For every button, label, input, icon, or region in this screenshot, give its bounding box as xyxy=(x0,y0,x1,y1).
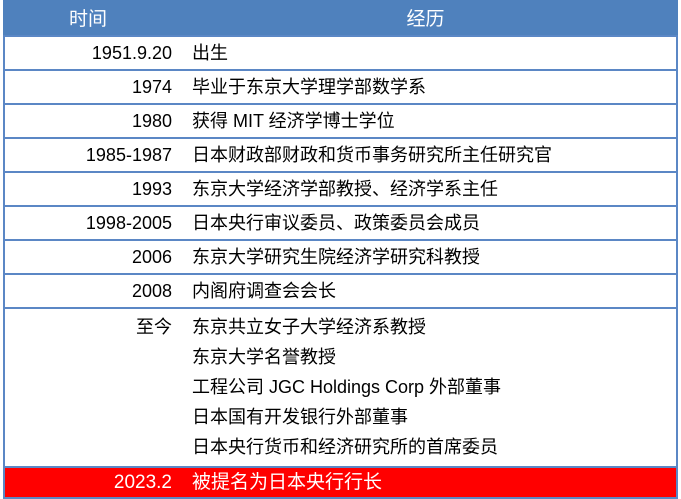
experience-cell: 被提名为日本央行行长 xyxy=(172,469,676,496)
experience-cell: 内阁府调查会会长 xyxy=(172,276,676,306)
experience-cell: 东京共立女子大学经济系教授 东京大学名誉教授 工程公司 JGC Holdings… xyxy=(172,312,676,462)
time-cell: 1993 xyxy=(131,179,172,199)
table-row-1974: 1974 毕业于东京大学理学部数学系 xyxy=(5,69,676,103)
table-row-birth: 1951.9.20 出生 xyxy=(5,35,676,69)
time-cell: 1985-1987 xyxy=(85,145,172,165)
table-row-2008: 2008 内阁府调查会会长 xyxy=(5,273,676,307)
time-cell: 2023.2 xyxy=(113,472,172,493)
time-cell: 1998-2005 xyxy=(85,213,172,233)
experience-line: 内阁府调查会会长 xyxy=(192,281,336,301)
table-row-1980: 1980 获得 MIT 经济学博士学位 xyxy=(5,103,676,137)
experience-cell: 日本财政部财政和货币事务研究所主任研究官 xyxy=(172,140,676,170)
table-row-1998-2005: 1998-2005 日本央行审议委员、政策委员会成员 xyxy=(5,205,676,239)
resume-timeline-table: 时间 经历 1951.9.20 出生 1974 毕业于东京大学理学部数学系 19… xyxy=(3,0,678,499)
experience-line: 东京共立女子大学经济系教授 xyxy=(192,317,426,337)
header-experience-label: 经历 xyxy=(406,9,445,30)
table-header-row: 时间 经历 xyxy=(3,0,678,35)
table-row-2006: 2006 东京大学研究生院经济学研究科教授 xyxy=(5,239,676,273)
experience-line: 日本国有开发银行外部董事 xyxy=(192,407,408,427)
time-cell: 1974 xyxy=(131,77,172,97)
experience-line: 日本央行审议委员、政策委员会成员 xyxy=(192,213,480,233)
experience-cell: 东京大学经济学部教授、经济学系主任 xyxy=(172,174,676,204)
table-row-present: 至今 东京共立女子大学经济系教授 东京大学名誉教授 工程公司 JGC Holdi… xyxy=(5,307,676,466)
experience-cell: 出生 xyxy=(172,38,676,68)
table-row-1985-1987: 1985-1987 日本财政部财政和货币事务研究所主任研究官 xyxy=(5,137,676,171)
experience-line: 日本央行货币和经济研究所的首席委员 xyxy=(192,437,498,457)
experience-cell: 日本央行审议委员、政策委员会成员 xyxy=(172,208,676,238)
experience-cell: 东京大学研究生院经济学研究科教授 xyxy=(172,242,676,272)
experience-cell: 毕业于东京大学理学部数学系 xyxy=(172,72,676,102)
time-cell: 2008 xyxy=(131,281,172,301)
experience-line: 东京大学名誉教授 xyxy=(192,347,336,367)
time-cell: 2006 xyxy=(131,247,172,267)
experience-line: 毕业于东京大学理学部数学系 xyxy=(192,77,426,97)
table-body: 1951.9.20 出生 1974 毕业于东京大学理学部数学系 1980 获得 … xyxy=(3,35,678,499)
header-time-label: 时间 xyxy=(68,9,107,30)
time-cell: 至今 xyxy=(136,317,172,337)
time-cell: 1951.9.20 xyxy=(91,43,172,63)
experience-line: 日本财政部财政和货币事务研究所主任研究官 xyxy=(192,145,552,165)
experience-line: 工程公司 JGC Holdings Corp 外部董事 xyxy=(192,377,502,397)
experience-line: 出生 xyxy=(192,43,228,63)
time-cell: 1980 xyxy=(131,111,172,131)
table-row-highlight-2023: 2023.2 被提名为日本央行行长 xyxy=(5,466,676,497)
experience-line: 东京大学经济学部教授、经济学系主任 xyxy=(192,179,498,199)
experience-line: 东京大学研究生院经济学研究科教授 xyxy=(192,247,480,267)
table-row-1993: 1993 东京大学经济学部教授、经济学系主任 xyxy=(5,171,676,205)
experience-cell: 获得 MIT 经济学博士学位 xyxy=(172,106,676,136)
experience-line: 被提名为日本央行行长 xyxy=(192,472,383,493)
experience-line: 获得 MIT 经济学博士学位 xyxy=(192,111,395,131)
